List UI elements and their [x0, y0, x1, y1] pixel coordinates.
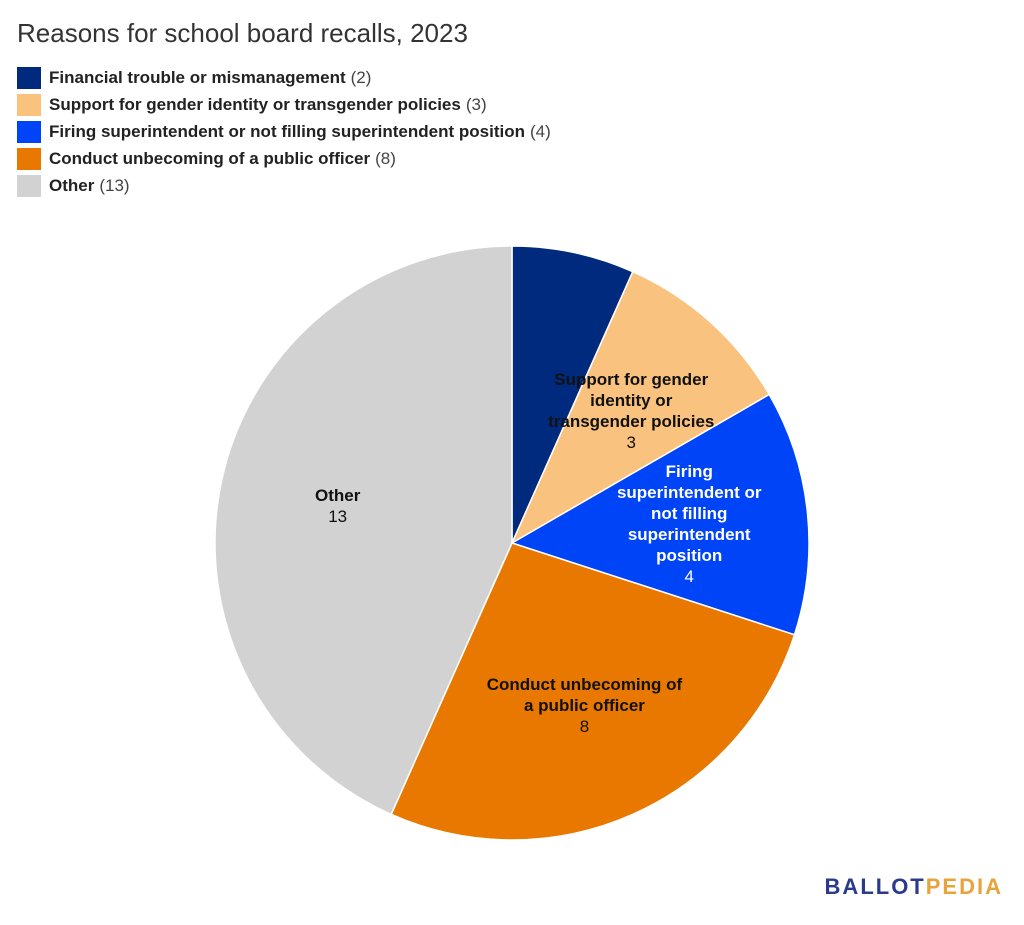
- legend-swatch: [17, 67, 41, 89]
- slice-label-value: 8: [579, 717, 590, 737]
- slice-label-name: Conduct unbecoming of a public officer: [486, 675, 683, 716]
- legend-label: Support for gender identity or transgend…: [49, 95, 461, 114]
- legend-swatch: [17, 121, 41, 143]
- legend-value: (8): [375, 149, 396, 168]
- slice-label-name: Support for gender identity or transgend…: [548, 369, 715, 431]
- slice-label-box: Support for gender identity or transgend…: [546, 321, 716, 501]
- legend-value: (2): [351, 68, 372, 87]
- brand-part: BALLOT: [825, 874, 926, 899]
- legend-swatch: [17, 175, 41, 197]
- pie-slice: [511, 245, 634, 544]
- legend-label: Financial trouble or mismanagement: [49, 68, 346, 87]
- slice-label-box: Firing superintendent or not filling sup…: [604, 434, 774, 614]
- legend-value: (13): [99, 176, 129, 195]
- slice-label-name: Firing superintendent or not filling sup…: [616, 462, 762, 566]
- legend-entry: Support for gender identity or transgend…: [49, 95, 487, 114]
- pie-slice: [510, 393, 810, 636]
- legend-swatch: [17, 148, 41, 170]
- pie-slice: [390, 542, 796, 841]
- pie-slice: [510, 270, 771, 545]
- legend-entry: Financial trouble or mismanagement (2): [49, 68, 371, 87]
- slice-label-box: Conduct unbecoming of a public officer 8: [484, 616, 684, 796]
- slice-label-name: Other: [315, 485, 361, 505]
- legend-entry: Conduct unbecoming of a public officer (8…: [49, 149, 396, 168]
- slice-label-value: 13: [328, 506, 348, 526]
- legend-entry: Firing superintendent or not filling sup…: [49, 122, 551, 141]
- legend-entry: Other (13): [49, 176, 130, 195]
- slice-label-value: 3: [626, 432, 636, 452]
- legend-value: (4): [530, 122, 551, 141]
- brand-part: PEDIA: [926, 874, 1003, 899]
- chart-title: Reasons for school board recalls, 2023: [17, 18, 468, 48]
- legend-label: Conduct unbecoming of a public officer: [49, 149, 370, 168]
- brand-logo: BALLOTPEDIA: [825, 874, 1003, 899]
- slice-label-box: Other 13: [238, 416, 438, 596]
- legend-label: Other: [49, 176, 95, 195]
- pie-slice: [214, 245, 513, 816]
- legend-value: (3): [466, 95, 487, 114]
- slice-label-value: 4: [684, 567, 694, 587]
- slice-label: Support for gender identity or transgend…: [546, 321, 716, 501]
- slice-label: Firing superintendent or not filling sup…: [604, 434, 774, 614]
- legend-swatch: [17, 94, 41, 116]
- legend-label: Firing superintendent or not filling sup…: [49, 122, 525, 141]
